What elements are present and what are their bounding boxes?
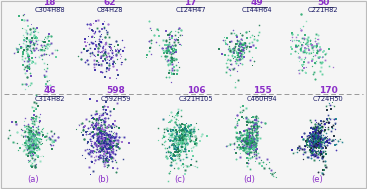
Text: C221H82: C221H82 [308, 7, 338, 13]
Text: 18: 18 [43, 0, 56, 7]
Text: (b): (b) [97, 175, 109, 184]
Text: (e): (e) [312, 175, 323, 184]
Text: 50: 50 [317, 0, 329, 7]
Text: C304H88: C304H88 [34, 7, 65, 13]
Text: C321H105: C321H105 [179, 96, 214, 102]
Text: (a): (a) [27, 175, 39, 184]
Text: C84H28: C84H28 [97, 7, 123, 13]
Text: 49: 49 [251, 0, 263, 7]
Text: 106: 106 [187, 86, 206, 95]
Text: C124H47: C124H47 [175, 7, 206, 13]
Text: 598: 598 [106, 86, 125, 95]
Text: C144H64: C144H64 [241, 7, 272, 13]
Text: 170: 170 [319, 86, 338, 95]
Text: 62: 62 [104, 0, 116, 7]
Text: 46: 46 [43, 86, 56, 95]
Text: 155: 155 [253, 86, 272, 95]
Text: C724H50: C724H50 [313, 96, 344, 102]
Text: 17: 17 [185, 0, 197, 7]
Text: C460H94: C460H94 [247, 96, 278, 102]
Text: (c): (c) [174, 175, 185, 184]
Text: C592H59: C592H59 [100, 96, 131, 102]
Text: (d): (d) [244, 175, 255, 184]
Text: C314H82: C314H82 [34, 96, 65, 102]
